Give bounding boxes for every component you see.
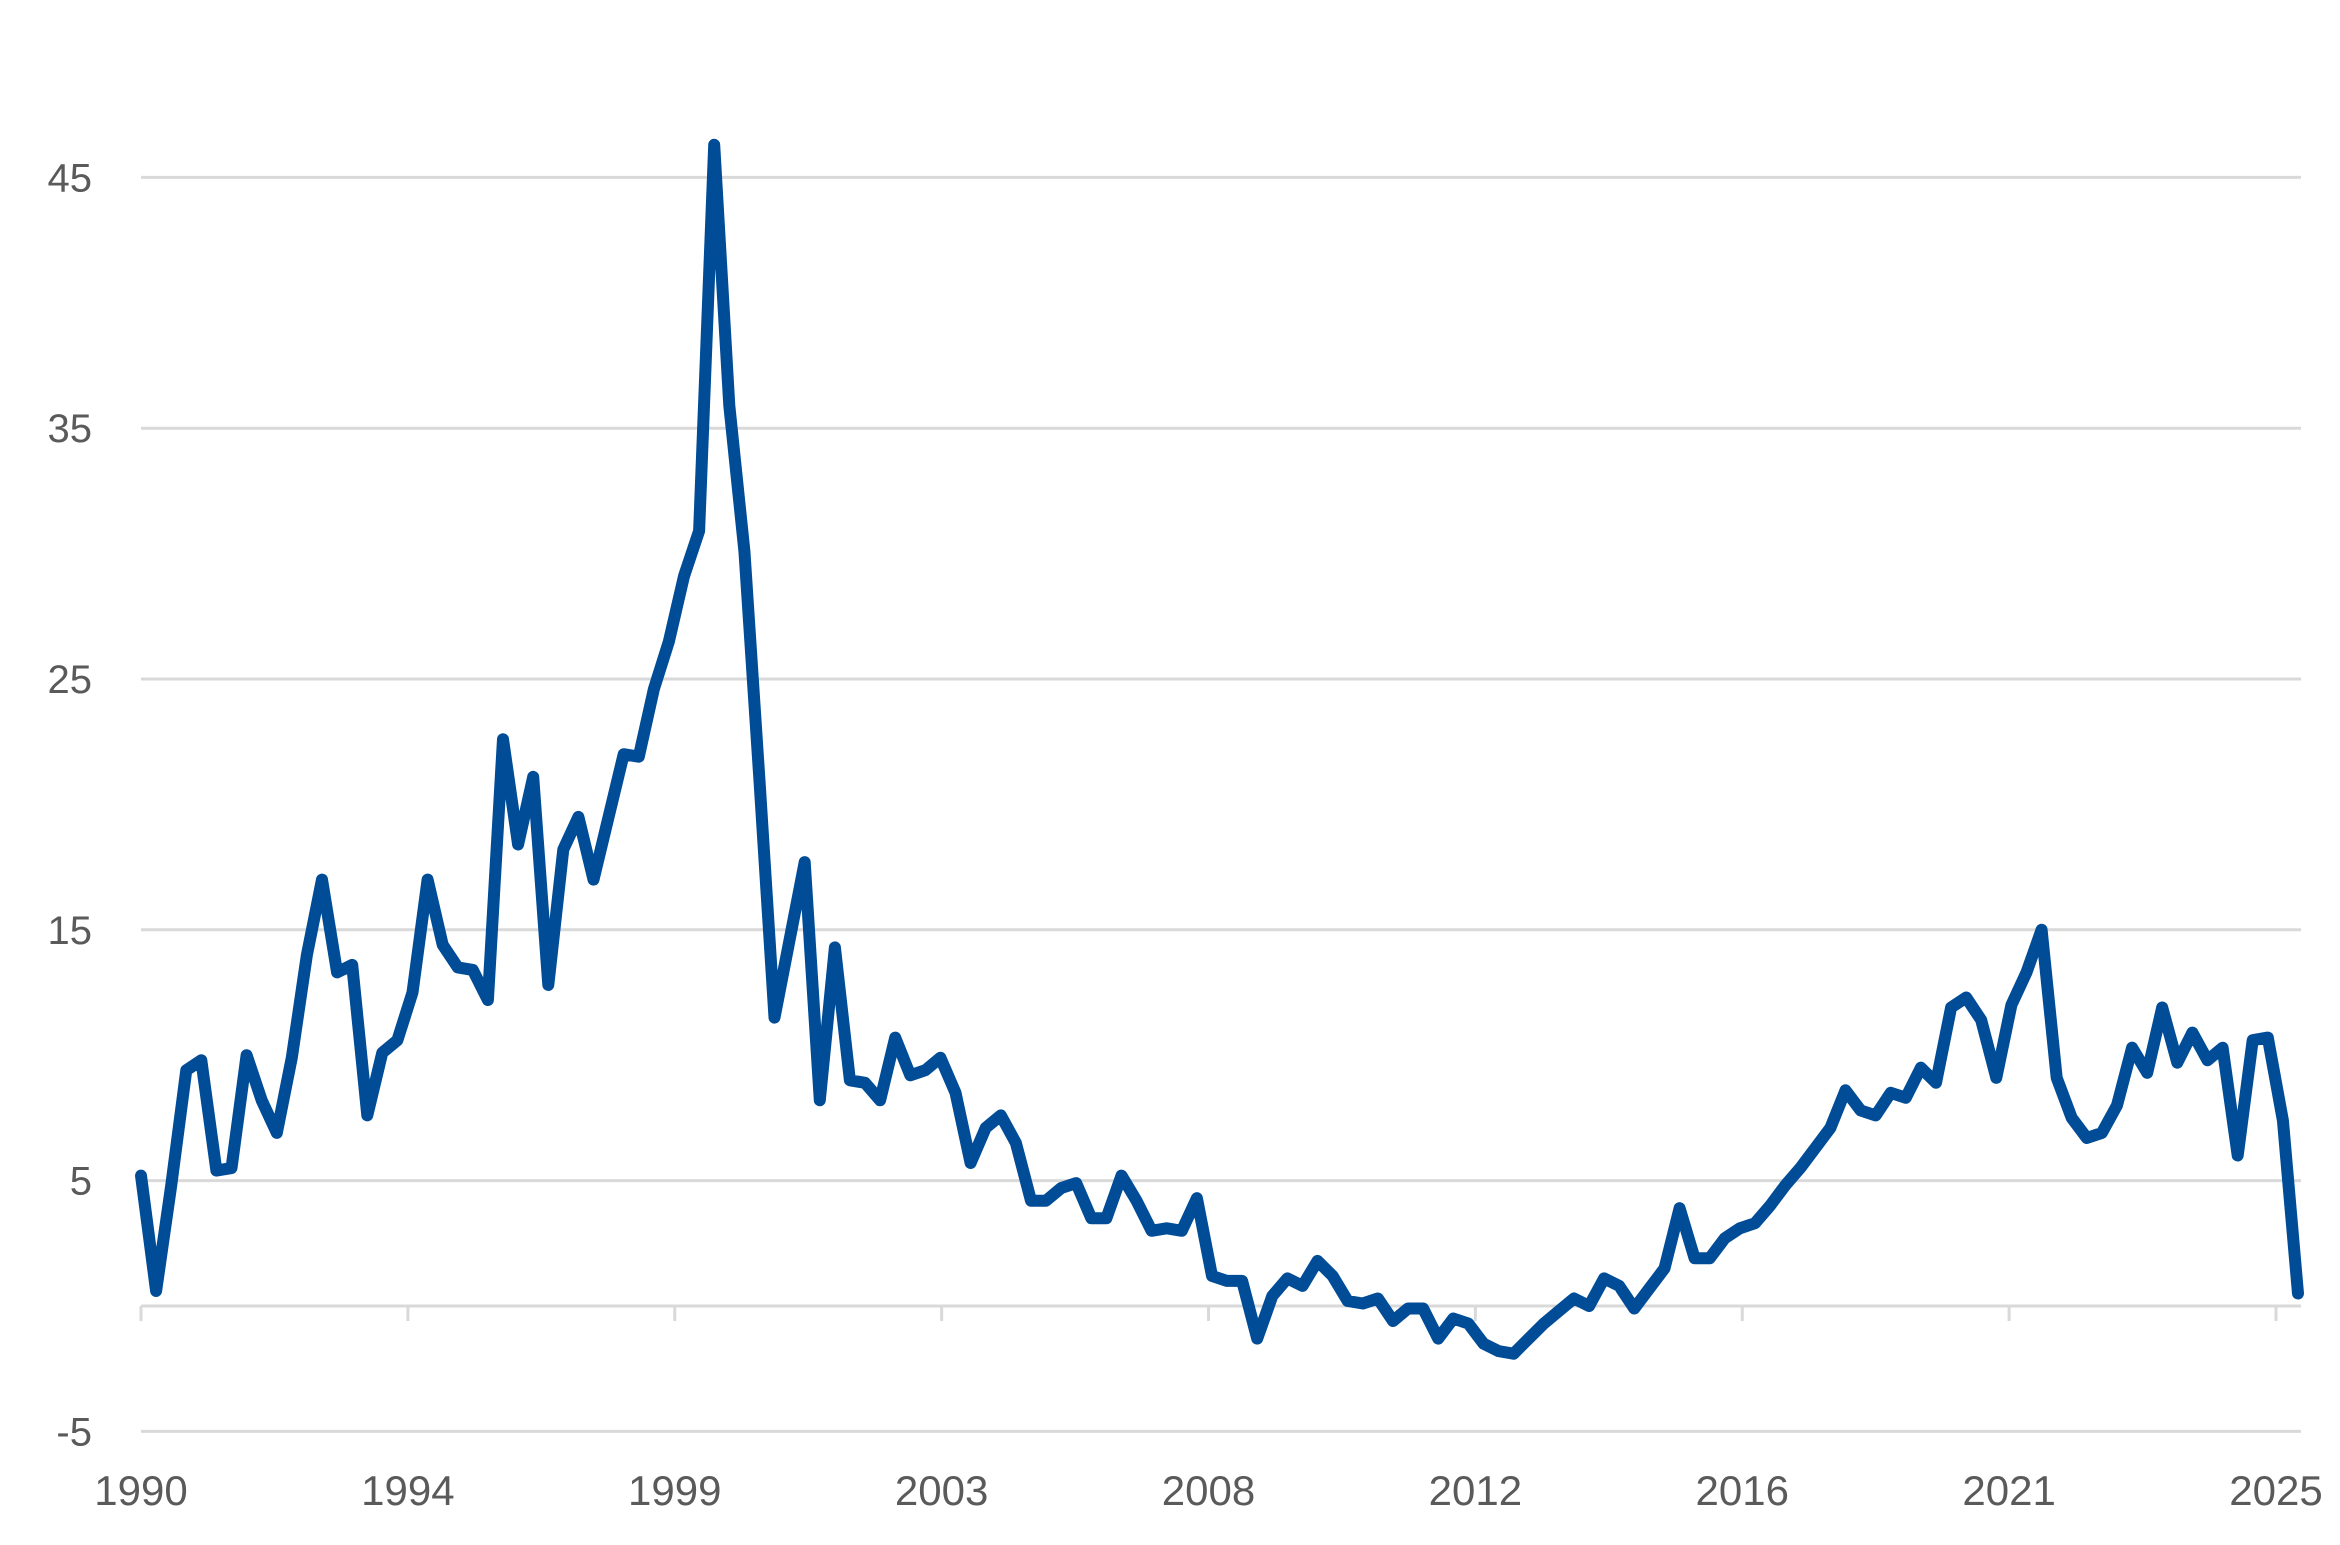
data-line <box>135 138 2304 1360</box>
y-tick-label: 25 <box>48 658 93 702</box>
x-axis <box>139 1304 2301 1321</box>
x-tick-label: 2003 <box>895 1467 988 1514</box>
x-tick-label: 2016 <box>1696 1467 1789 1514</box>
x-axis-labels: 1990 1994 1999 2003 2008 2012 2016 2021 2025 <box>94 1467 2322 1514</box>
x-tick-label: 2008 <box>1162 1467 1255 1514</box>
x-tick-label: 1990 <box>94 1467 187 1514</box>
x-tick-label: 1994 <box>361 1467 454 1514</box>
y-axis-labels: -5 5 15 25 35 45 <box>48 156 93 1454</box>
x-tick-label: 2012 <box>1429 1467 1522 1514</box>
x-tick-label: 2021 <box>1962 1467 2055 1514</box>
x-tick-label: 2025 <box>2229 1467 2322 1514</box>
y-tick-label: 15 <box>48 909 93 953</box>
y-tick-label: -5 <box>56 1410 92 1454</box>
y-tick-label: 5 <box>70 1160 92 1204</box>
x-tick-label: 1999 <box>628 1467 721 1514</box>
y-gridlines <box>141 175 2301 1433</box>
y-tick-label: 45 <box>48 156 93 200</box>
y-tick-label: 35 <box>48 407 93 451</box>
